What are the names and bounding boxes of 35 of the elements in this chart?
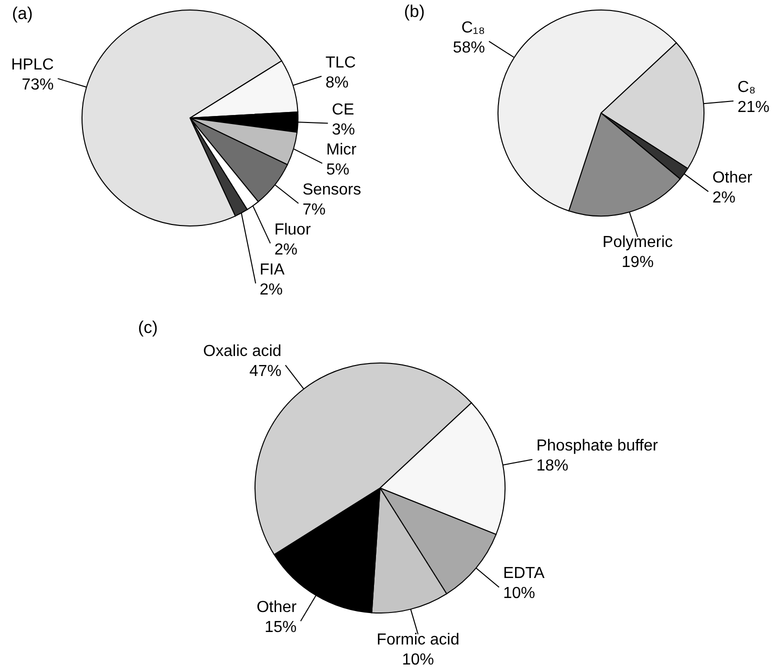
slice-label: CE <box>332 101 354 118</box>
data-label: 19% <box>622 254 654 271</box>
data-label: 18% <box>536 457 568 474</box>
slice-label: Phosphate buffer <box>536 437 659 454</box>
slice-label: HPLC <box>11 56 54 74</box>
data-label: 10% <box>503 585 536 602</box>
slice-label: Sensors <box>302 181 362 198</box>
data-label: 2% <box>274 241 298 258</box>
chart-title: (b) <box>404 2 425 22</box>
slice-label: TLC <box>326 54 356 72</box>
data-label: 2% <box>712 190 736 207</box>
slice-label: Micr <box>326 141 358 158</box>
slice-label: FIA <box>260 261 285 278</box>
data-label: 73% <box>22 76 54 94</box>
data-label: 3% <box>332 121 356 138</box>
slice-label: C₈ <box>737 78 756 96</box>
slice-label: C₁₈ <box>461 19 485 36</box>
data-label: 58% <box>452 39 485 56</box>
slice-label: Fluor <box>274 221 312 238</box>
data-label: 21% <box>737 98 770 116</box>
slice-label: Other <box>712 170 754 187</box>
data-label: 15% <box>264 619 297 636</box>
data-label: 10% <box>402 651 434 668</box>
slice-label: Other <box>256 599 298 616</box>
data-label: 8% <box>326 74 349 92</box>
data-label: 2% <box>260 281 283 298</box>
chart-title: (c) <box>138 318 158 338</box>
slice-label: Polymeric <box>602 234 673 251</box>
chart-title: (a) <box>12 4 33 24</box>
data-label: 5% <box>326 161 350 178</box>
slice-label: EDTA <box>503 565 545 582</box>
slice-label: Oxalic acid <box>203 343 282 360</box>
data-label: 47% <box>249 363 282 380</box>
slice-label: Formic acid <box>376 631 460 648</box>
data-label: 7% <box>302 201 326 218</box>
